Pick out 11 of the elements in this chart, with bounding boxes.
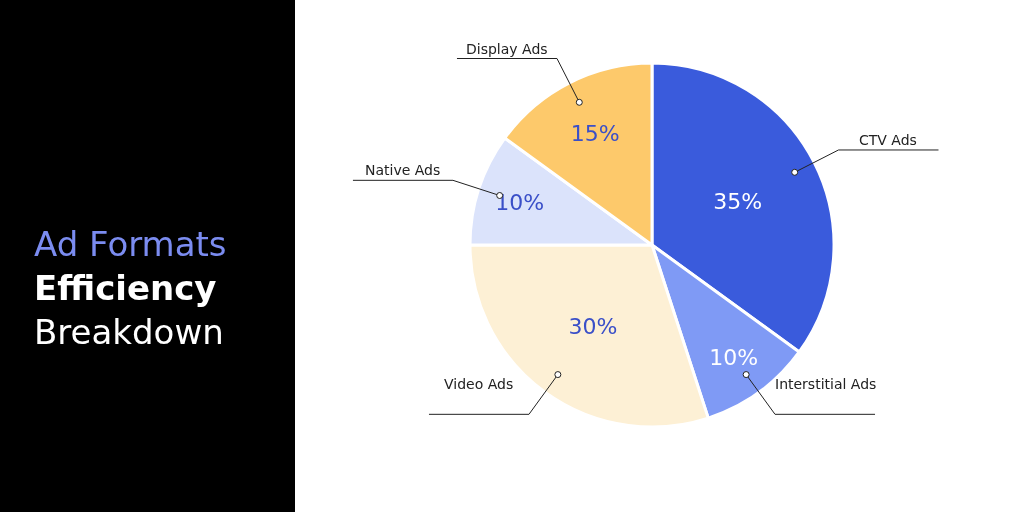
slice-label: Native Ads xyxy=(365,162,441,178)
data-label: 10% xyxy=(495,189,545,215)
data-label: 15% xyxy=(570,120,620,146)
slice-label: CTV Ads xyxy=(859,132,917,148)
data-label: 35% xyxy=(713,188,763,214)
slice-label: Video Ads xyxy=(444,376,514,392)
text: Ad Formats Efficiency Breakdown xyxy=(34,224,227,353)
data-label: 30% xyxy=(568,313,618,339)
slice-label: Display Ads xyxy=(466,41,548,57)
slice-label: Interstitial Ads xyxy=(775,376,877,392)
data-label: 10% xyxy=(709,344,759,370)
